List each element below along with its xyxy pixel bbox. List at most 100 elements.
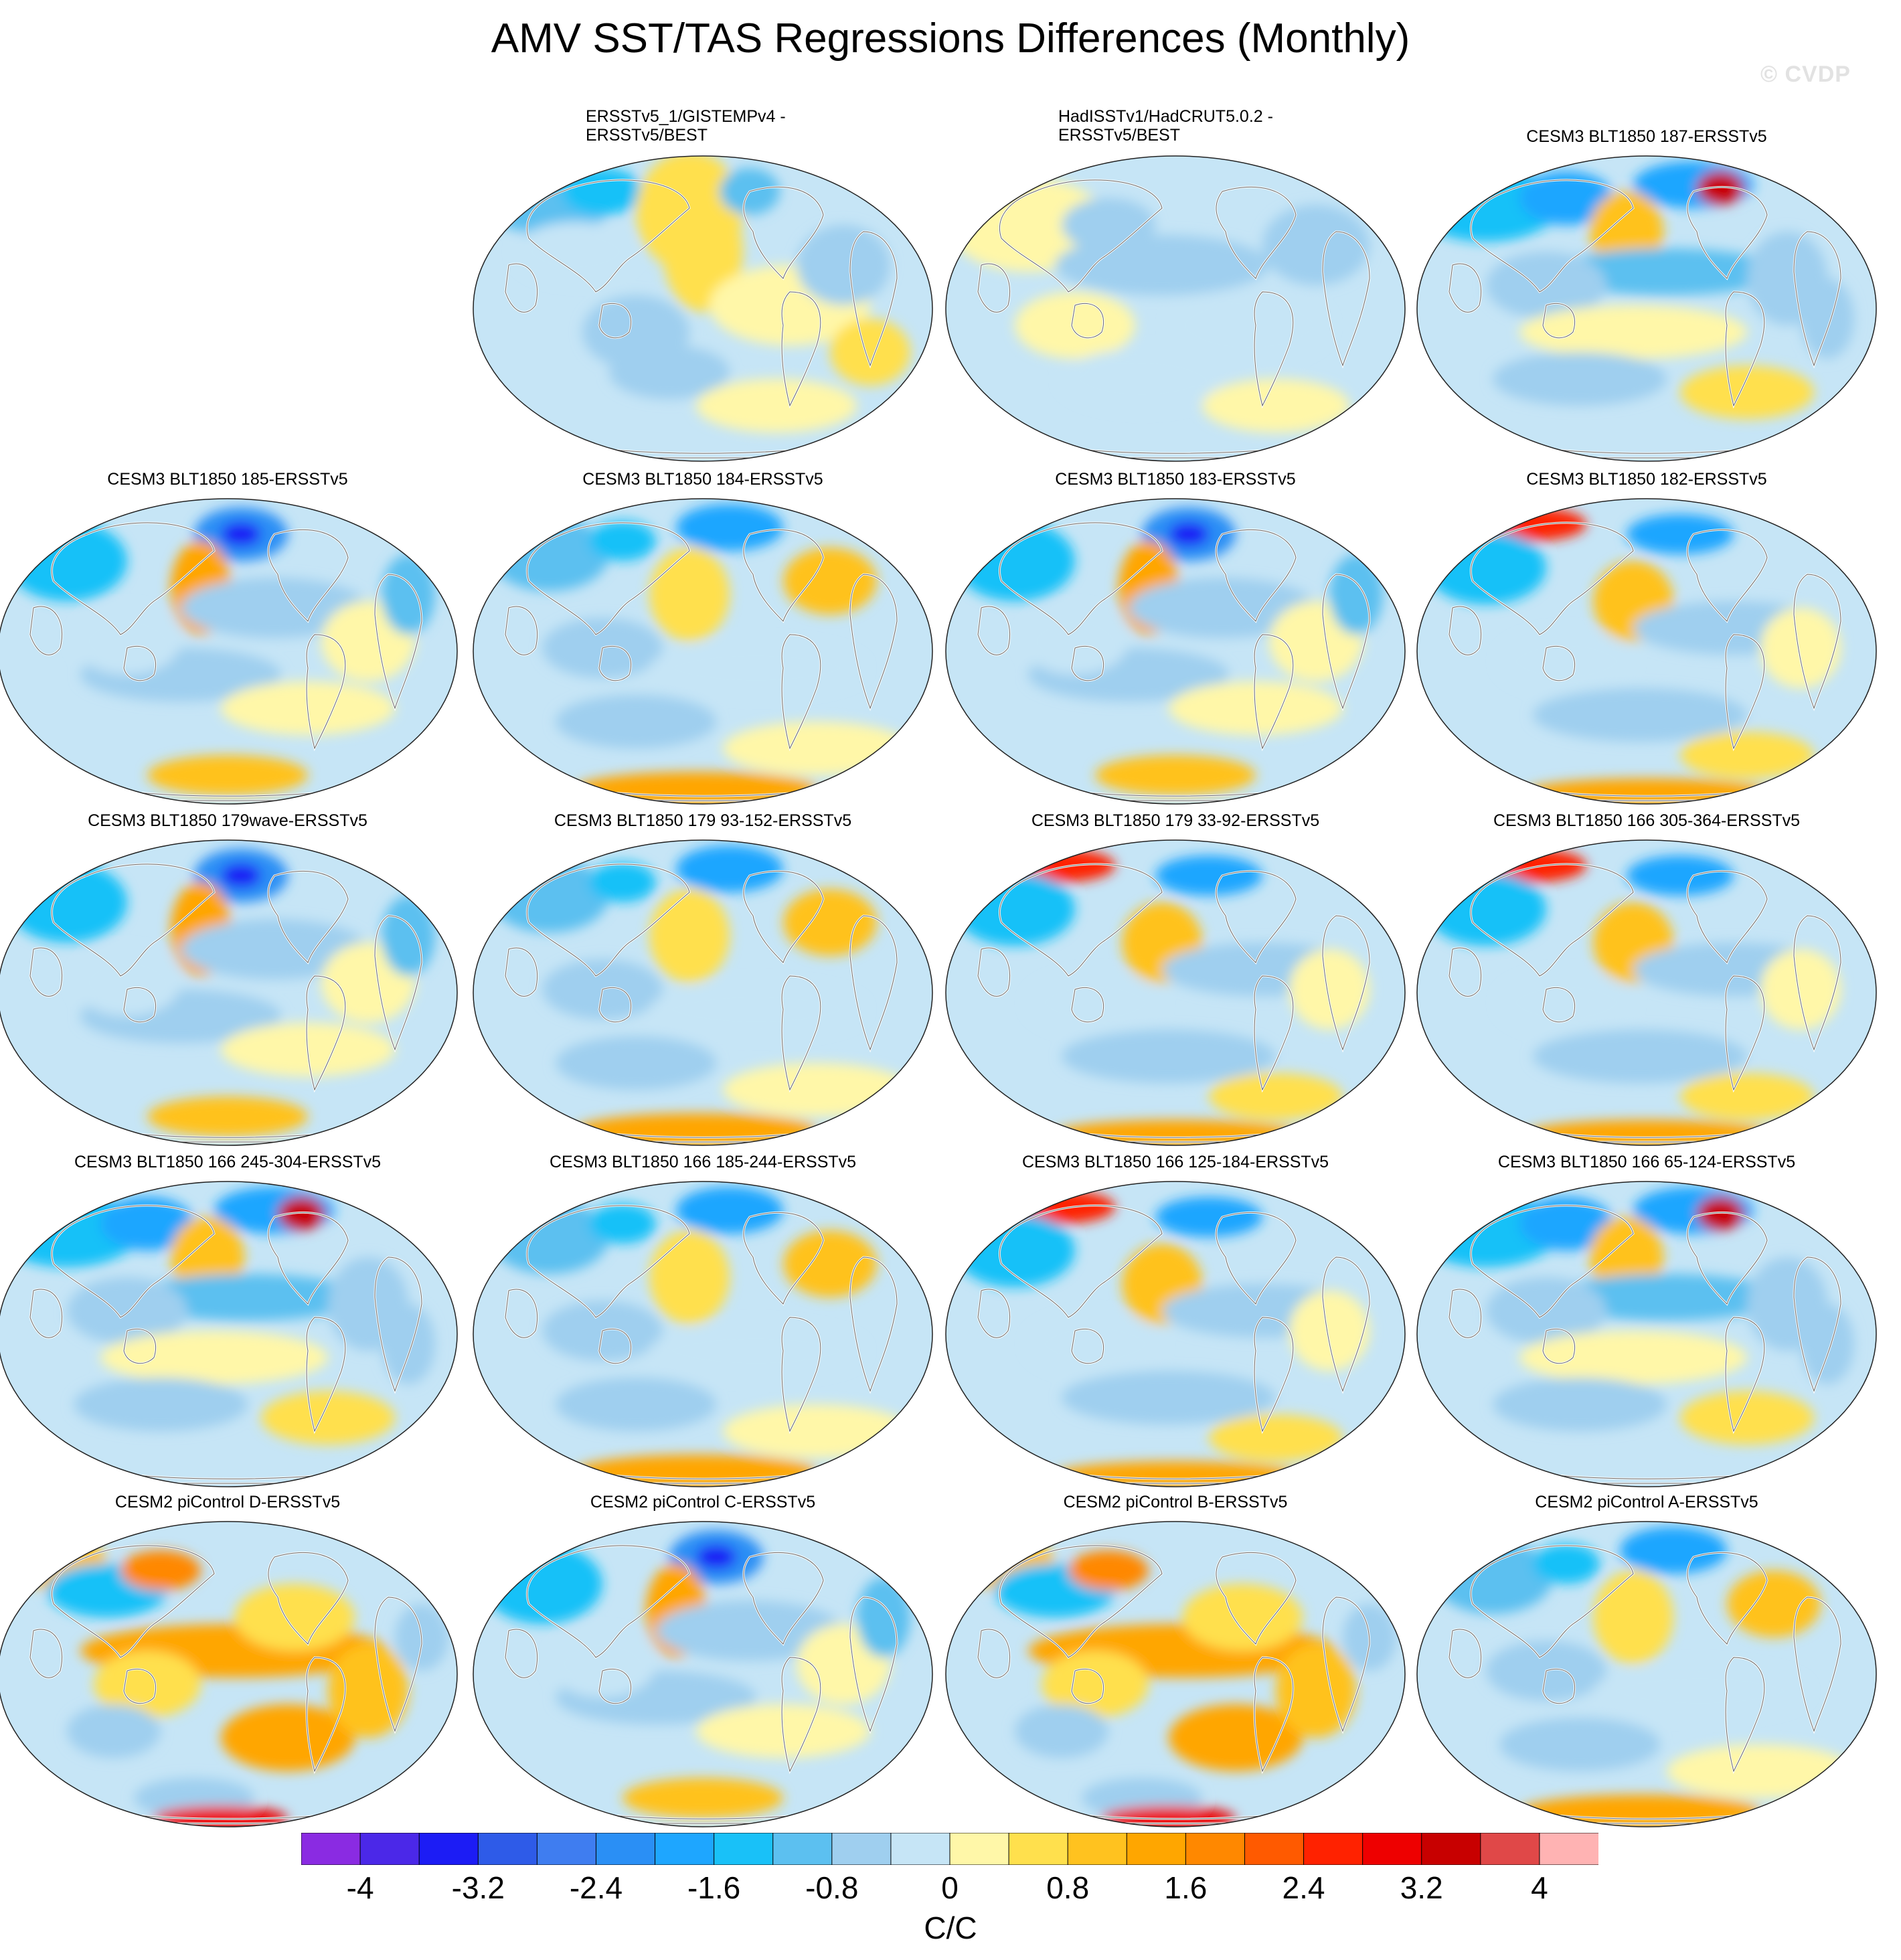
panel-title: CESM2 piControl A-ERSSTv5 <box>1535 1493 1758 1512</box>
coastline-edge <box>123 1668 157 1704</box>
robinson-map <box>473 1181 933 1487</box>
coastline-edge <box>1254 291 1294 407</box>
anomaly-region <box>1801 278 1854 359</box>
coastline-edge <box>123 987 157 1023</box>
anomaly-region <box>120 1550 201 1590</box>
coastline-edge <box>1470 1545 1634 1658</box>
panel-title: CESM3 BLT1850 179 33-92-ERSSTv5 <box>1031 811 1320 830</box>
coastline-edge <box>1254 1657 1294 1773</box>
anomaly-region <box>1155 1197 1262 1237</box>
anomaly-region <box>1329 554 1383 635</box>
coastline-edge <box>781 291 821 407</box>
map-border <box>945 155 1406 462</box>
robinson-map <box>1416 1521 1877 1827</box>
anomaly-region <box>1209 1073 1343 1120</box>
map-panel: CESM3 BLT1850 166 305-364-ERSSTv5 <box>1412 811 1881 1153</box>
coastline-edge <box>29 1629 63 1678</box>
robinson-map <box>945 839 1406 1146</box>
coastline-edge <box>1793 1256 1841 1392</box>
anomaly-region <box>221 864 261 888</box>
panel-title: ERSSTv5_1/GISTEMPv4 - ERSSTv5/BEST <box>586 107 786 145</box>
coastline-edge <box>1254 1317 1294 1433</box>
coastline-edge <box>1322 1597 1370 1732</box>
panel-title: CESM3 BLT1850 166 65-124-ERSSTv5 <box>1497 1153 1796 1171</box>
coastline-edge <box>505 263 538 313</box>
anomaly-region <box>589 1204 656 1244</box>
anomaly-region <box>556 695 716 748</box>
anomaly-region <box>1680 1073 1814 1120</box>
anomaly-region <box>1760 608 1841 688</box>
colorbar-tick-label: -4 <box>346 1870 374 1905</box>
coastline-edge <box>598 303 632 339</box>
colorbar-swatch <box>831 1833 892 1865</box>
coastline-edge <box>598 1328 632 1364</box>
anomaly-region <box>649 983 863 1036</box>
anomaly-region <box>783 548 877 615</box>
anomaly-region <box>221 522 261 546</box>
anomaly-region <box>623 1778 783 1818</box>
colorbar-tick-label: -0.8 <box>805 1870 859 1905</box>
panel-title: CESM3 BLT1850 184-ERSSTv5 <box>582 470 823 489</box>
map-panel: CESM3 BLT1850 166 245-304-ERSSTv5 <box>0 1153 462 1494</box>
coastline-edge <box>1793 915 1841 1051</box>
colorbar-swatch <box>1421 1833 1481 1865</box>
coastline-edge <box>526 522 690 635</box>
anomaly-region <box>1062 1030 1276 1083</box>
anomaly-region <box>1627 514 1734 554</box>
anomaly-region <box>382 896 435 976</box>
anomaly-region <box>147 755 308 795</box>
map-panel: CESM3 BLT1850 179wave-ERSSTv5 <box>0 811 462 1153</box>
anomaly-region <box>1533 688 1747 742</box>
colorbar-swatch <box>1126 1833 1187 1865</box>
robinson-map <box>1416 498 1877 805</box>
anomaly-region <box>67 1277 187 1344</box>
coastline-edge <box>1542 645 1576 681</box>
coastline-edge <box>1687 870 1768 963</box>
map-panel: CESM2 piControl B-ERSSTv5 <box>941 1493 1410 1834</box>
coastline-edge <box>1071 1668 1104 1704</box>
coastline-edge <box>977 1289 1011 1338</box>
colorbar-swatch <box>1362 1833 1422 1865</box>
anomaly-region <box>1486 252 1606 319</box>
coastline-edge <box>849 574 898 710</box>
coastline-edge <box>1687 529 1768 622</box>
map-panel: CESM3 BLT1850 166 65-124-ERSSTv5 <box>1412 1153 1881 1494</box>
anomaly-region <box>278 1197 325 1230</box>
map-border <box>473 1521 933 1827</box>
coastline-edge <box>1687 1212 1768 1305</box>
anomaly-region <box>1519 171 1613 225</box>
coastline-edge <box>999 179 1163 293</box>
map-panel: CESM3 BLT1850 184-ERSSTv5 <box>469 470 937 811</box>
coastline-edge <box>1071 987 1104 1023</box>
panel-title: CESM2 piControl D-ERSSTv5 <box>114 1493 341 1512</box>
coastline-edge <box>123 1328 157 1364</box>
colorbar <box>301 1833 1598 1865</box>
anomaly-region <box>67 1704 161 1758</box>
colorbar-swatch <box>301 1833 361 1865</box>
anomaly-region <box>797 225 890 305</box>
coastline-edge <box>743 186 824 279</box>
watermark: © CVDP <box>1760 62 1851 87</box>
anomaly-region <box>1680 732 1814 779</box>
coastline-edge <box>781 1657 821 1773</box>
map-border <box>0 1181 458 1487</box>
coastline-edge <box>743 1212 824 1305</box>
anomaly-region <box>1008 1190 1115 1224</box>
anomaly-region <box>649 1230 730 1324</box>
coastline-edge <box>505 1629 538 1678</box>
coastline-edge <box>1687 186 1768 279</box>
anomaly-region <box>1519 1331 1747 1384</box>
coastline-edge <box>999 864 1163 977</box>
anomaly-region <box>1262 205 1370 285</box>
map-border <box>0 839 458 1146</box>
coastline-edge <box>1216 529 1297 622</box>
coastline-edge <box>505 947 538 997</box>
anomaly-region <box>1479 849 1586 882</box>
map-border <box>473 839 933 1146</box>
coastline-edge <box>1725 634 1765 750</box>
robinson-map <box>1416 155 1877 462</box>
anomaly-region <box>1486 1277 1606 1344</box>
anomaly-region <box>382 554 435 635</box>
coastline-edge <box>1216 186 1297 279</box>
colorbar-swatch <box>655 1833 715 1865</box>
